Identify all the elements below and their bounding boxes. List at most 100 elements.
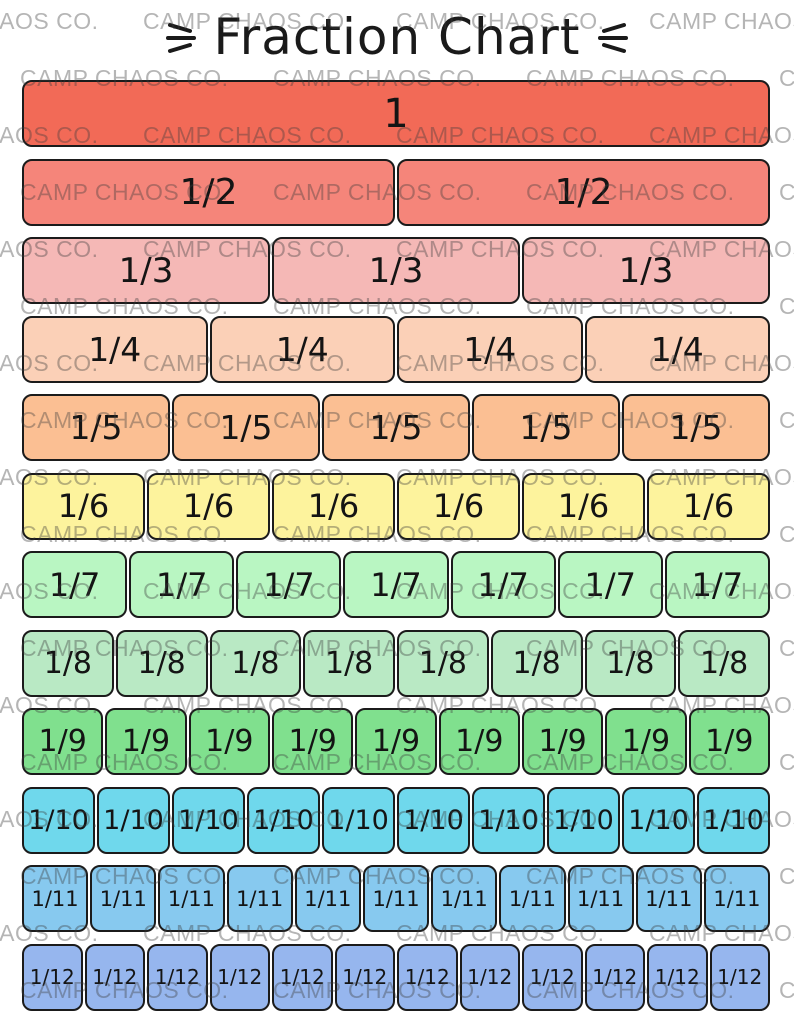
fraction-cell: 1/9 [22,708,104,775]
fraction-cell: 1/11 [226,865,293,932]
fraction-cell: 1/12 [209,943,270,1011]
watermark-text: CAMP CHAOS CO. [779,863,794,889]
fraction-cell: 1/12 [84,943,145,1011]
fraction-row: 1/2 1/2 [21,158,771,226]
fraction-cell: 1/5 [322,394,470,461]
watermark-text: CAMP CHAOS CO. [779,521,794,547]
watermark-text: CAMP CHAOS CO. [779,977,794,1003]
fraction-cell: 1/8 [209,629,302,697]
fraction-cell: 1/8 [115,629,208,697]
fraction-cell: 1/8 [490,629,583,697]
fraction-cell: 1/12 [522,943,583,1011]
fraction-cell: 1/9 [438,708,520,775]
fraction-row: 1/3 1/3 1/3 [21,237,771,304]
fraction-cell: 1/3 [22,237,270,304]
fraction-cell: 1/6 [522,472,645,540]
fraction-row: 1/7 1/7 1/7 1/7 1/7 1/7 1/7 [21,551,771,618]
fraction-cell: 1/5 [172,394,320,461]
fraction-cell: 1/3 [522,237,770,304]
fraction-cell: 1/7 [129,551,235,618]
left-sparkle-icon [165,23,196,53]
fraction-cell: 1/9 [605,708,687,775]
fraction-cell: 1/9 [521,708,604,775]
fraction-cell: 1/11 [703,865,771,932]
fraction-cell: 1/11 [431,865,498,932]
fraction-cell: 1/9 [688,708,770,775]
fraction-cell: 1/6 [647,472,770,540]
fraction-cell: 1/8 [303,629,395,697]
fraction-row: 1/11 1/11 1/11 1/11 1/11 1/11 1/11 1/11 1/11 1/11… [21,865,771,932]
fraction-cell: 1/7 [343,551,449,618]
fraction-cell: 1/10 [547,786,620,854]
fraction-cell: 1/10 [472,786,545,854]
fraction-cell: 1/8 [397,629,489,697]
fraction-cell: 1/10 [247,786,320,854]
fraction-cell: 1/11 [294,865,361,932]
watermark-text: CAMP CHAOS CO. [779,749,794,775]
fraction-cell: 1/12 [272,943,333,1011]
fraction-cell: 1/9 [188,708,270,775]
fraction-cell: 1/11 [90,865,157,932]
fraction-cell: 1/10 [397,786,470,854]
fraction-row: 1 [21,80,771,147]
fraction-cell: 1/12 [459,943,520,1011]
fraction-cell: 1/12 [397,943,458,1011]
fraction-cell: 1/12 [147,943,208,1011]
fraction-cell: 1/4 [209,315,395,383]
fraction-cell: 1/11 [22,865,89,932]
fraction-cell: 1/7 [22,551,128,618]
fraction-cell: 1/12 [709,943,770,1011]
fraction-cell: 1/10 [97,786,170,854]
title-bar: Fraction Chart [0,0,794,74]
fraction-cell: 1/5 [622,394,770,461]
right-sparkle-icon [598,23,629,53]
fraction-cell: 1/4 [397,315,583,383]
watermark-text: CAMP CHAOS CO. [779,179,794,205]
fraction-cell: 1/4 [584,315,770,383]
fraction-cell: 1/7 [664,551,770,618]
fraction-cell: 1/11 [499,865,566,932]
fraction-cell: 1/10 [172,786,245,854]
fraction-cell: 1/7 [557,551,663,618]
fraction-cell: 1/9 [105,708,187,775]
fraction-cell: 1/2 [22,158,395,226]
fraction-cell: 1/6 [272,472,395,540]
fraction-cell: 1/3 [272,237,520,304]
fraction-cell: 1/7 [236,551,342,618]
fraction-cell: 1/10 [322,786,395,854]
fraction-cell: 1/10 [622,786,695,854]
fraction-cell: 1/9 [355,708,437,775]
fraction-cell: 1/5 [22,394,170,461]
fraction-cell: 1/6 [147,472,270,540]
fraction-row: 1/12 1/12 1/12 1/12 1/12 1/12 1/12 1/12 1/12 1/12… [21,943,771,1011]
fraction-row: 1/5 1/5 1/5 1/5 1/5 [21,394,771,461]
fraction-cell: 1/10 [22,786,95,854]
fraction-cell: 1/11 [158,865,225,932]
fraction-cell: 1/12 [647,943,708,1011]
fraction-cell: 1/12 [584,943,645,1011]
fraction-cell: 1/8 [584,629,677,697]
watermark-text: CAMP CHAOS CO. [779,407,794,433]
fraction-cell: 1/9 [271,708,354,775]
fraction-cell: 1/10 [697,786,770,854]
fraction-cell: 1/11 [362,865,430,932]
fraction-cell: 1/11 [567,865,634,932]
fraction-cell: 1/4 [22,315,208,383]
fraction-cell: 1/6 [397,472,520,540]
fraction-row: 1/10 1/10 1/10 1/10 1/10 1/10 1/10 1/10 1/10 1/10 [21,786,771,854]
page-title: Fraction Chart [213,8,581,66]
fraction-row: 1/9 1/9 1/9 1/9 1/9 1/9 1/9 1/9 1/9 [21,708,771,775]
watermark-text: CAMP CHAOS CO. [779,293,794,319]
fraction-cell: 1/12 [334,943,395,1011]
fraction-cell: 1/2 [397,158,770,226]
fraction-cell: 1 [22,80,770,147]
fraction-cell: 1/6 [22,472,145,540]
fraction-cell: 1/8 [22,629,114,697]
fraction-row: 1/4 1/4 1/4 1/4 [21,315,771,383]
fraction-cell: 1/11 [635,865,702,932]
fraction-row: 1/6 1/6 1/6 1/6 1/6 1/6 [21,472,771,540]
fraction-cell: 1/8 [678,629,770,697]
fraction-row: 1/8 1/8 1/8 1/8 1/8 1/8 1/8 1/8 [21,629,771,697]
fraction-cell: 1/5 [472,394,620,461]
fraction-cell: 1/7 [450,551,556,618]
